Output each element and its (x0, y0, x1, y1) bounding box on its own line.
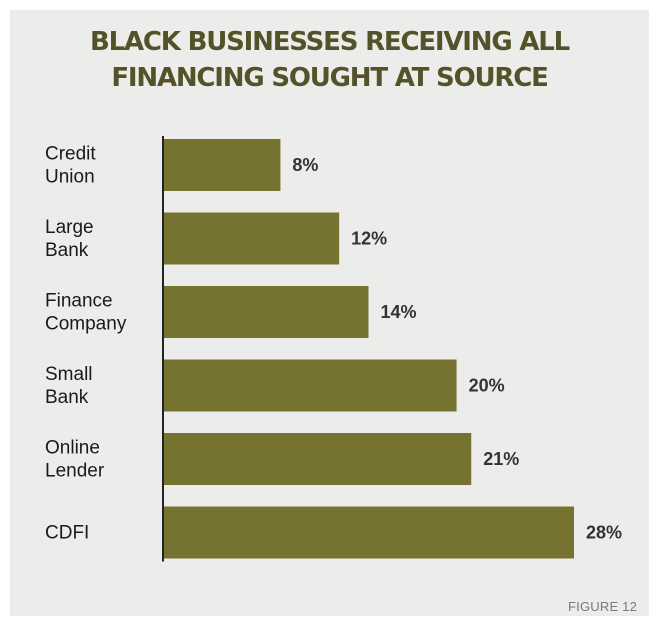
category-label: CDFI (45, 523, 89, 544)
value-label: 14% (381, 302, 417, 322)
value-label: 8% (292, 155, 318, 175)
figure-label: FIGURE 12 (568, 599, 637, 614)
bar (163, 359, 457, 412)
bar (163, 286, 369, 338)
category-label: Large Bank (45, 217, 94, 261)
bar (163, 506, 574, 559)
chart-title-line-2: FINANCING SOUGHT AT SOURCE (111, 63, 549, 93)
value-label: 20% (469, 376, 505, 396)
bar (163, 433, 472, 485)
value-label: 12% (351, 229, 387, 249)
value-label: 28% (586, 523, 622, 543)
bar (163, 139, 281, 191)
category-label: Small Bank (45, 364, 93, 408)
bar (163, 212, 340, 265)
category-label: Credit Union (45, 144, 96, 188)
category-label: Finance Company (45, 291, 127, 335)
category-label: Online Lender (45, 438, 105, 482)
chart-title-line-1: BLACK BUSINESSES RECEIVING ALL (90, 27, 570, 57)
chart-title: BLACK BUSINESSES RECEIVING ALL FINANCING… (10, 24, 649, 96)
value-label: 21% (483, 449, 519, 469)
